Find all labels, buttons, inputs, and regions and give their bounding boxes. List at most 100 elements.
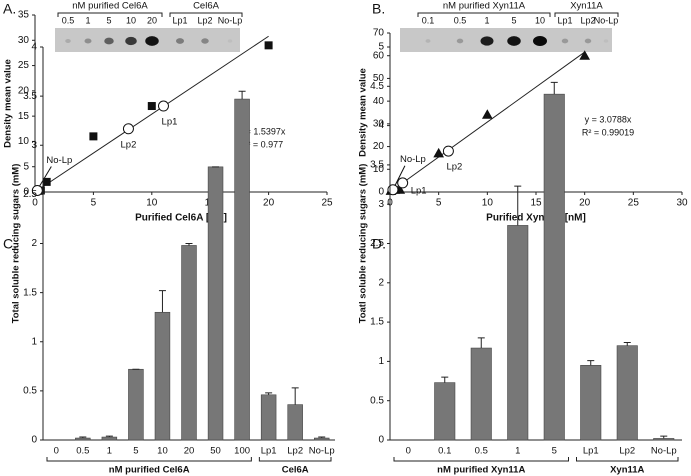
error-bar [318,436,326,439]
blot-lane-label: No-Lp [218,15,243,25]
trendline [34,35,269,193]
x-tick-label: 5 [133,446,138,457]
error-bar [550,81,558,95]
y-tick-label: 0 [378,435,384,446]
x-tick-label: 20 [579,198,591,209]
blot-spot [125,36,137,46]
panel-label: C. [3,236,17,252]
group-label: Cel6A [282,465,309,476]
bar [653,438,675,441]
blot-lane-label: 1 [85,15,90,25]
equation: y = 3.0788x [585,114,632,124]
blot-lane-label: No-Lp [594,15,619,25]
x-tick-label: 1 [107,446,112,457]
y-tick-label: 20 [373,141,385,152]
bar [287,404,303,441]
group-label: Xyn11A [610,465,644,476]
blot-bracket [57,12,163,17]
circle-point [157,100,169,112]
y-tick-label: 40 [373,96,385,107]
y-tick-label: 35 [18,10,30,21]
y-axis-label: Toatl soluble reducing sugars (mM) [358,164,369,324]
bar [507,225,529,441]
blot-spot [65,38,71,44]
error-bar [291,387,299,405]
blot-spot [145,36,159,46]
panel-label: A. [3,1,16,17]
y-tick-label: 60 [373,50,385,61]
point-arrow [38,166,52,187]
y-axis-label: Total soluble reducing sugars (mM) [11,164,22,324]
x-tick-label: 20 [184,446,195,457]
y-tick-label: 50 [373,73,385,84]
blot-lane-label: Lp2 [580,15,595,25]
y-tick-label: 0 [23,187,29,198]
y-tick-label: 3 [378,199,384,210]
blot-spot [456,38,464,44]
group-bracket [393,457,569,462]
blot-lane-label: 0.5 [454,15,467,25]
error-bar [105,435,113,438]
group-bracket [46,457,252,462]
bar [128,368,144,441]
bar [181,245,197,441]
error-bar [238,90,246,100]
point-label: Lp2 [121,139,137,150]
bar [207,166,224,441]
blot-spot [533,36,547,46]
y-tick-label: 0.5 [23,386,37,397]
point-label: No-Lp [46,155,72,166]
blot-spot [425,39,431,43]
y-tick-label: 2 [378,277,384,288]
x-tick-label: Lp2 [287,446,303,457]
error-bar [660,435,668,439]
group-label: nM purified Xyn11A [437,465,525,476]
x-tick-label: 25 [628,198,640,209]
y-tick-label: 2 [31,238,37,249]
y-tick-label: 0 [31,435,37,446]
blot-lane-label: 5 [511,15,516,25]
error-bar [79,436,87,439]
x-tick-label: No-Lp [651,446,677,457]
y-tick-label: 4 [378,120,384,131]
blot-lane-label: 0.1 [422,15,435,25]
bar [543,93,565,441]
x-tick-label: 5 [552,446,557,457]
error-bar [477,337,485,349]
y-tick-label: 0 [378,187,384,198]
point-label: Lp1 [162,117,178,128]
bar [580,365,602,441]
point-arrow [394,165,406,186]
y-axis-label: Density mean value [358,68,369,157]
y-tick-label: 1.5 [23,287,37,298]
bar [154,311,171,441]
blot-spot [201,38,209,44]
blot-group-label: nM purified Xyn11A [443,1,526,12]
error-bar [587,360,595,366]
x-tick-label: Lp1 [261,446,277,457]
x-tick-label: Lp1 [583,446,599,457]
y-tick-label: 2.5 [370,238,384,249]
x-tick-label: 5 [436,198,442,209]
square-point [42,177,51,186]
blot-lane-label: Lp1 [557,15,572,25]
blot-spot [227,39,233,43]
x-tick-label: 30 [676,198,688,209]
bar [434,382,456,441]
y-tick-label: 1 [31,336,37,347]
r-squared: R² = 0.977 [241,139,283,149]
y-tick-label: 10 [373,164,385,175]
y-tick-label: 70 [373,28,385,39]
r-squared: R² = 0.99019 [582,127,634,137]
blot-group-label: Cel6A [193,1,220,12]
group-bracket [258,457,332,462]
blot-lane-label: 10 [535,15,545,25]
blot-bracket [417,12,551,17]
circle-point [122,123,134,135]
blot-spot [104,37,114,45]
blot-spot [584,38,592,44]
group-bracket [576,457,679,462]
blot-lane-label: 0.5 [62,15,75,25]
error-bar [623,342,631,346]
